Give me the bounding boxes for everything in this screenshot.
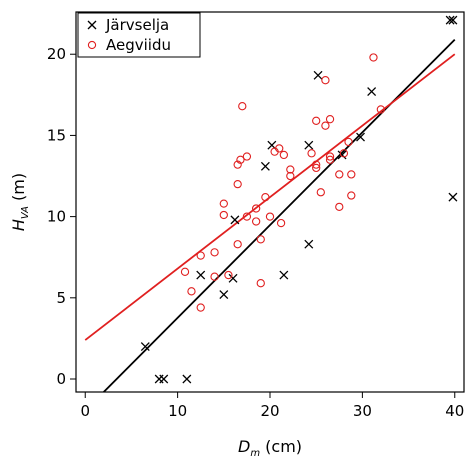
data-point-aegviidu [196, 251, 205, 260]
axes: 0 10 20 30 40 0 5 10 15 20 Dm (cm) HVA (m) [9, 45, 464, 459]
data-point-aegviidu [242, 212, 252, 221]
data-point-jarvselja [313, 70, 323, 80]
data-point-aegviidu [261, 192, 270, 202]
data-point-aegviidu [335, 170, 344, 179]
data-point-aegviidu [312, 163, 321, 173]
y-tick-label: 15 [47, 126, 66, 144]
data-points [140, 15, 458, 384]
fit-lines [84, 38, 456, 392]
x-tick-label: 20 [260, 402, 279, 420]
x-tick-label: 0 [80, 402, 90, 420]
data-point-aegviidu [256, 235, 265, 244]
data-point-aegviidu [321, 121, 330, 130]
data-point-aegviidu [312, 116, 321, 125]
data-point-jarvselja [140, 342, 150, 351]
data-point-aegviidu [286, 171, 295, 181]
data-point-aegviidu [238, 102, 247, 111]
data-point-jarvselja [448, 192, 458, 202]
data-point-jarvselja [356, 132, 365, 142]
data-point-aegviidu [344, 137, 353, 147]
data-point-aegviidu [265, 212, 275, 221]
legend-box [77, 12, 201, 58]
plot-area [75, 11, 465, 393]
data-point-aegviidu [224, 270, 233, 280]
data-point-aegviidu [210, 248, 219, 257]
plot-frame [75, 11, 465, 393]
data-point-aegviidu [219, 199, 228, 208]
data-point-aegviidu [256, 279, 265, 288]
fit-line-jarvselja [103, 38, 456, 392]
data-point-aegviidu [347, 170, 356, 179]
data-point-jarvselja [260, 161, 270, 171]
legend-marker [87, 40, 97, 50]
data-point-aegviidu [307, 149, 316, 158]
data-point-aegviidu [279, 150, 289, 160]
data-point-aegviidu [180, 267, 190, 276]
data-point-jarvselja [279, 270, 289, 280]
data-point-aegviidu [242, 152, 252, 161]
data-point-aegviidu [286, 165, 295, 174]
data-point-jarvselja [154, 374, 164, 384]
data-point-aegviidu [233, 179, 242, 189]
data-point-aegviidu [325, 155, 335, 164]
data-point-aegviidu [236, 155, 245, 164]
data-point-jarvselja [304, 140, 314, 150]
legend-marker [87, 20, 97, 30]
x-tick-label: 30 [353, 402, 372, 420]
fit-line-aegviidu [84, 53, 456, 341]
data-point-jarvselja [367, 87, 377, 97]
y-tick-label: 0 [56, 370, 66, 388]
x-tick-label: 10 [168, 402, 187, 420]
data-point-aegviidu [316, 188, 325, 197]
data-point-jarvselja [159, 374, 169, 384]
data-point-aegviidu [335, 202, 344, 212]
data-point-aegviidu [275, 144, 284, 153]
data-point-aegviidu [339, 149, 349, 158]
data-point-aegviidu [312, 160, 321, 169]
data-point-aegviidu [219, 210, 228, 220]
data-point-aegviidu [369, 53, 378, 62]
data-point-jarvselja [219, 290, 229, 300]
y-tick-label: 20 [47, 45, 66, 63]
data-point-aegviidu [376, 105, 386, 114]
data-point-jarvselja [182, 374, 192, 384]
legend-label: Aegviidu [106, 36, 171, 54]
data-point-jarvselja [445, 15, 455, 25]
data-point-jarvselja [196, 270, 206, 280]
data-point-aegviidu [196, 303, 205, 312]
data-point-aegviidu [325, 115, 335, 124]
data-point-jarvselja [228, 273, 238, 283]
x-axis-label: Dm (cm) [238, 437, 302, 459]
data-point-aegviidu [233, 240, 242, 249]
data-point-jarvselja [230, 215, 240, 225]
y-tick-label: 5 [56, 289, 66, 307]
data-point-aegviidu [233, 160, 242, 169]
data-point-aegviidu [276, 218, 286, 228]
data-point-aegviidu [251, 217, 261, 226]
data-point-jarvselja [337, 150, 347, 160]
data-point-aegviidu [321, 76, 330, 85]
data-point-jarvselja [448, 15, 458, 25]
data-point-aegviidu [187, 287, 196, 296]
y-axis-label: HVA (m) [9, 173, 31, 231]
legend-label: Järvselja [105, 16, 169, 34]
data-point-aegviidu [251, 204, 261, 213]
data-point-aegviidu [210, 272, 219, 281]
x-tick-label: 40 [445, 402, 464, 420]
data-point-jarvselja [304, 239, 314, 249]
y-tick-label: 10 [47, 208, 66, 226]
data-point-aegviidu [347, 191, 356, 200]
data-point-aegviidu [325, 152, 335, 161]
legend: Järvselja Aegviidu [77, 12, 201, 58]
